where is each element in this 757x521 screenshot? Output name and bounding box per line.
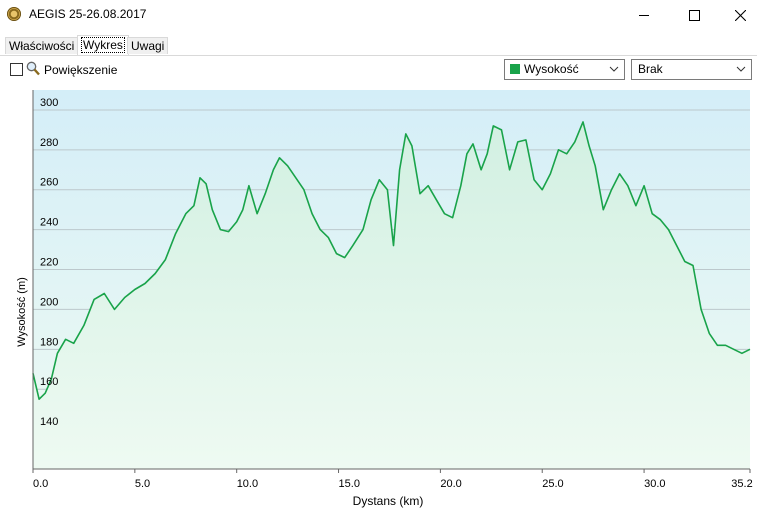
tab-strip: Właściwości Wykres Uwagi xyxy=(0,35,757,56)
y-tick-label: 160 xyxy=(40,376,58,388)
x-tick-label: 35.2 xyxy=(731,478,752,490)
x-tick-label: 25.0 xyxy=(542,478,563,490)
tab-properties[interactable]: Właściwości xyxy=(5,37,79,54)
magnifier-icon xyxy=(26,61,40,76)
y-axis-label: Wysokość (m) xyxy=(16,277,28,347)
tab-notes-label: Uwagi xyxy=(131,39,165,53)
y-tick-label: 240 xyxy=(40,217,58,229)
elevation-chart: 0.0 5.0 10.0 15.0 20.0 25.0 30.0 35.2 140 160 180… xyxy=(16,90,753,508)
y-tick-label: 280 xyxy=(40,137,58,149)
series-select[interactable]: Wysokość xyxy=(504,59,625,80)
window-title: AEGIS 25-26.08.2017 xyxy=(29,7,147,21)
elevation-area xyxy=(33,121,750,470)
close-icon xyxy=(734,9,746,21)
series-select-value: Wysokość xyxy=(524,62,579,76)
secondary-select-value: Brak xyxy=(638,62,663,76)
tab-chart-label: Wykres xyxy=(81,37,125,53)
secondary-select[interactable]: Brak xyxy=(631,59,752,80)
y-tick-label: 220 xyxy=(40,257,58,269)
title-bar: AEGIS 25-26.08.2017 xyxy=(0,0,757,30)
y-tick-label: 300 xyxy=(40,97,58,109)
minimize-icon xyxy=(638,14,649,16)
tab-chart[interactable]: Wykres xyxy=(77,35,129,55)
minimize-button[interactable] xyxy=(621,0,667,30)
y-tick-label: 140 xyxy=(40,416,58,428)
maximize-icon xyxy=(688,9,700,21)
chart-toolbar: Powiększenie Wysokość Brak xyxy=(0,56,757,86)
close-button[interactable] xyxy=(717,0,757,30)
tab-properties-label: Właściwości xyxy=(9,39,75,53)
zoom-checkbox[interactable] xyxy=(10,63,23,76)
x-tick-label: 20.0 xyxy=(440,478,461,490)
y-tick-label: 260 xyxy=(40,177,58,189)
y-tick-label: 180 xyxy=(40,336,58,348)
x-tick-label: 0.0 xyxy=(33,478,48,490)
series-color-swatch xyxy=(510,64,520,74)
y-tick-label: 200 xyxy=(40,296,58,308)
maximize-button[interactable] xyxy=(671,0,717,30)
elevation-line xyxy=(32,121,751,400)
x-axis-label: Dystans (km) xyxy=(353,494,424,508)
app-logo-icon xyxy=(7,7,21,21)
x-tick-label: 30.0 xyxy=(644,478,665,490)
chevron-down-icon xyxy=(609,66,619,72)
x-tick-label: 5.0 xyxy=(135,478,150,490)
zoom-label: Powiększenie xyxy=(44,63,118,77)
chart-panel: 0.0 5.0 10.0 15.0 20.0 25.0 30.0 35.2 140 160 180… xyxy=(0,86,757,518)
x-tick-label: 10.0 xyxy=(237,478,258,490)
x-tick-label: 15.0 xyxy=(339,478,360,490)
tab-notes[interactable]: Uwagi xyxy=(127,37,169,54)
chevron-down-icon xyxy=(736,66,746,72)
